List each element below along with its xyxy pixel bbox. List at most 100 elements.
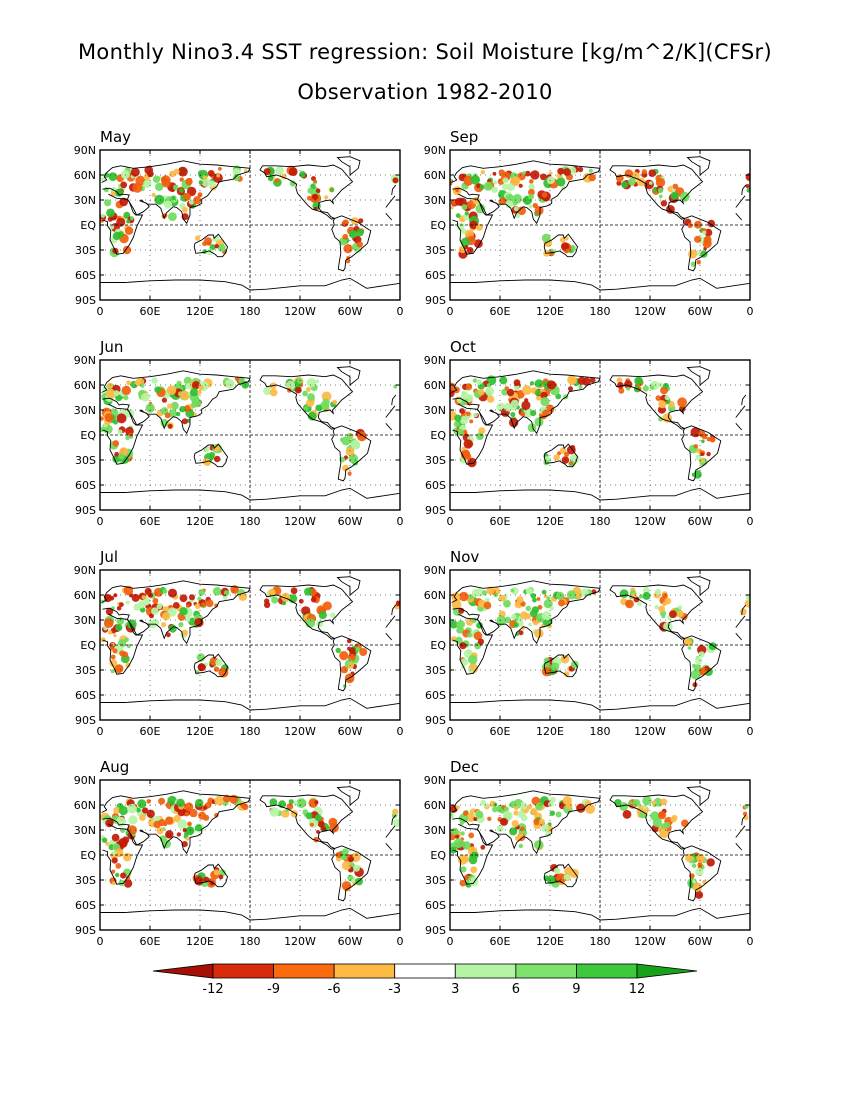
lat-tick-label: 90S bbox=[425, 504, 446, 517]
coast-australia bbox=[193, 233, 228, 258]
panel-label: Dec bbox=[450, 758, 479, 776]
coast-antarctica bbox=[100, 487, 400, 501]
coastlines bbox=[100, 576, 400, 711]
colorbar-label: -12 bbox=[202, 982, 223, 997]
lat-tick-label: 60S bbox=[425, 269, 446, 282]
lat-tick-label: 90N bbox=[74, 774, 96, 787]
colorbar-swatch bbox=[576, 963, 638, 979]
panel-label: Oct bbox=[450, 338, 476, 356]
lon-tick-label: 0 bbox=[447, 305, 454, 318]
lon-tick-label: 0 bbox=[747, 515, 754, 528]
lat-tick-label: 60N bbox=[74, 799, 96, 812]
coast-namerica bbox=[259, 164, 354, 220]
lon-tick-label: 120E bbox=[186, 725, 214, 738]
coast-antarctica bbox=[450, 277, 750, 291]
colorbar-swatch bbox=[454, 963, 517, 979]
lon-tick-label: 60E bbox=[140, 935, 161, 948]
anomaly-field bbox=[450, 165, 750, 267]
coast-antarctica bbox=[450, 907, 750, 921]
lat-tick-label: 90S bbox=[75, 924, 96, 937]
lon-tick-label: 120W bbox=[284, 305, 316, 318]
panel-label: Aug bbox=[100, 758, 129, 776]
colorbar-label: 6 bbox=[512, 982, 520, 997]
lat-tick-label: EQ bbox=[80, 429, 96, 442]
panel-label: Jul bbox=[99, 548, 118, 566]
coast-australia bbox=[193, 863, 228, 888]
lon-tick-label: 0 bbox=[447, 725, 454, 738]
figure-subtitle: Observation 1982-2010 bbox=[297, 80, 553, 104]
lat-tick-label: 90N bbox=[74, 144, 96, 157]
lon-tick-label: 120E bbox=[186, 935, 214, 948]
colorbar: -12 -9 -6 -3 3 6 9 12 bbox=[152, 963, 698, 997]
coast-samerica bbox=[331, 845, 372, 902]
colorbar-swatch bbox=[273, 963, 335, 979]
coast-samerica bbox=[681, 635, 722, 692]
lon-tick-label: 120W bbox=[634, 935, 666, 948]
lon-tick-label: 120E bbox=[186, 515, 214, 528]
lat-tick-label: 30S bbox=[425, 874, 446, 887]
coast-namerica bbox=[609, 374, 704, 430]
lon-tick-label: 60W bbox=[688, 725, 713, 738]
coastlines bbox=[100, 156, 400, 291]
lat-tick-label: 90N bbox=[74, 354, 96, 367]
lon-tick-label: 0 bbox=[447, 935, 454, 948]
lon-tick-label: 0 bbox=[447, 515, 454, 528]
colorbar-label: 12 bbox=[629, 982, 646, 997]
anomaly-field bbox=[100, 794, 400, 892]
coast-greenland bbox=[336, 156, 361, 176]
lat-tick-label: 60N bbox=[424, 799, 446, 812]
lat-tick-label: 30S bbox=[75, 664, 96, 677]
coast-samerica bbox=[681, 845, 722, 902]
lon-tick-label: 60E bbox=[490, 515, 511, 528]
lon-tick-label: 60W bbox=[338, 935, 363, 948]
lat-tick-label: 30N bbox=[74, 404, 96, 417]
anomaly-field bbox=[100, 585, 400, 688]
coast-greenland bbox=[686, 786, 711, 806]
lon-tick-label: 120W bbox=[284, 515, 316, 528]
coast-australia bbox=[543, 443, 578, 468]
lon-tick-label: 60W bbox=[338, 515, 363, 528]
colorbar-swatch bbox=[394, 963, 456, 979]
coast-antarctica bbox=[100, 907, 400, 921]
lon-tick-label: 60E bbox=[140, 725, 161, 738]
lat-tick-label: EQ bbox=[430, 429, 446, 442]
lon-tick-label: 0 bbox=[397, 305, 404, 318]
lon-tick-label: 120E bbox=[536, 935, 564, 948]
lon-tick-label: 0 bbox=[97, 305, 104, 318]
lon-tick-label: 120W bbox=[284, 725, 316, 738]
figure-title: Monthly Nino3.4 SST regression: Soil Moi… bbox=[78, 40, 772, 64]
lat-tick-label: EQ bbox=[430, 219, 446, 232]
lat-tick-label: 90N bbox=[424, 564, 446, 577]
lat-tick-label: 60N bbox=[74, 589, 96, 602]
lon-tick-label: 180 bbox=[240, 305, 261, 318]
lat-tick-label: 60N bbox=[424, 379, 446, 392]
coast-greenland bbox=[336, 576, 361, 596]
coast-eurasia bbox=[101, 160, 397, 225]
lon-tick-label: 120W bbox=[284, 935, 316, 948]
lon-tick-label: 180 bbox=[240, 725, 261, 738]
lat-tick-label: 30N bbox=[424, 194, 446, 207]
coast-greenland bbox=[336, 786, 361, 806]
colorbar-max-triangle bbox=[636, 963, 698, 979]
coast-samerica bbox=[331, 215, 372, 272]
lon-tick-label: 120W bbox=[634, 305, 666, 318]
lon-tick-label: 120W bbox=[634, 515, 666, 528]
lon-tick-label: 60W bbox=[688, 935, 713, 948]
colorbar-swatch bbox=[333, 963, 396, 979]
coast-eurasia bbox=[101, 580, 397, 645]
coast-eurasia bbox=[101, 790, 397, 855]
lat-tick-label: 90S bbox=[75, 294, 96, 307]
coast-africa bbox=[102, 193, 396, 255]
anomaly-field bbox=[450, 375, 716, 479]
coast-samerica bbox=[331, 635, 372, 692]
coastlines bbox=[450, 786, 750, 921]
coast-namerica bbox=[609, 164, 704, 220]
coast-antarctica bbox=[450, 487, 750, 501]
lon-tick-label: 60W bbox=[338, 725, 363, 738]
